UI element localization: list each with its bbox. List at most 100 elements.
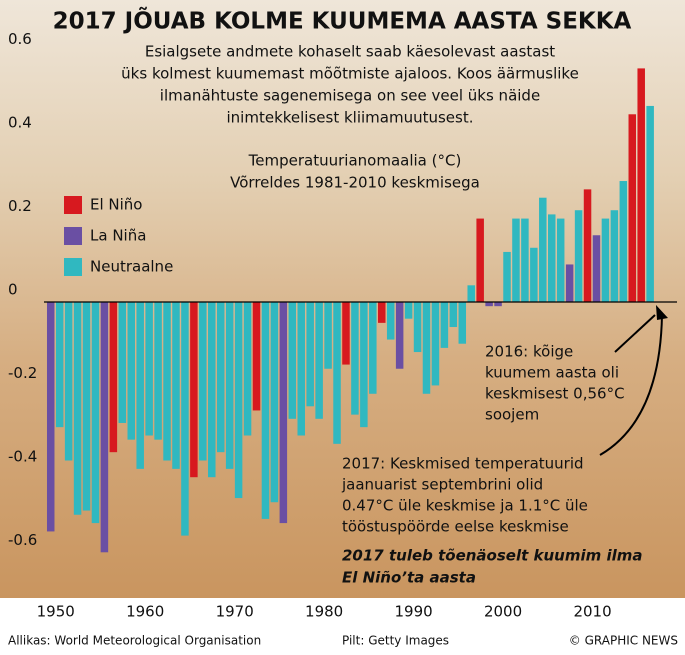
bar — [279, 302, 288, 524]
subtitle-line: Esialgsete andmete kohaselt saab käesole… — [145, 43, 555, 61]
subtitle-line: üks kolmest kuumemast mõõtmiste ajaloos.… — [121, 65, 579, 83]
bar — [225, 302, 234, 469]
x-tick-label: 1980 — [305, 603, 343, 621]
bar — [485, 302, 493, 307]
bar — [583, 189, 592, 302]
bar — [315, 302, 323, 419]
y-tick-label: 0.6 — [8, 30, 32, 48]
y-tick-label: 0.4 — [8, 114, 32, 132]
y-axis-title-line: Võrreldes 1981-2010 keskmisega — [230, 174, 480, 192]
annotation-2017: jaanuarist septembrini olid — [341, 476, 543, 494]
y-axis-title: Temperatuurianomaalia (°C) Võrreldes 1981… — [230, 152, 480, 192]
arrow-2016 — [614, 314, 656, 353]
annotation-note: 2017 tuleb tõenäoselt kuumim ilma — [342, 547, 642, 565]
bar — [386, 302, 395, 340]
bar — [404, 302, 413, 319]
bar — [351, 302, 359, 415]
bar — [637, 68, 645, 303]
bar — [556, 218, 565, 302]
y-tick-label: 0 — [8, 281, 18, 299]
bar — [440, 302, 449, 348]
bar — [521, 218, 529, 302]
subtitle-line: inimtekkelisest kliimamuutusest. — [227, 109, 474, 127]
bar — [261, 302, 270, 519]
bar — [565, 264, 574, 302]
bar — [646, 105, 654, 302]
y-tick-label: 0.2 — [8, 197, 32, 215]
bar — [610, 210, 619, 302]
legend-label: El Niño — [90, 196, 143, 214]
bar — [449, 302, 458, 328]
x-tick-label: 2000 — [484, 603, 522, 621]
bar — [628, 114, 637, 303]
bar — [503, 251, 511, 302]
bar — [73, 302, 82, 515]
bar — [252, 302, 261, 411]
bar — [369, 302, 377, 394]
legend-label: La Niña — [90, 227, 146, 245]
bar — [64, 302, 73, 461]
x-tick-label: 1990 — [395, 603, 433, 621]
bar — [476, 218, 484, 302]
bar — [154, 302, 162, 440]
bar — [136, 302, 144, 469]
bar — [413, 302, 422, 353]
bar — [91, 302, 100, 524]
bar — [100, 302, 109, 553]
annotation-2016: kuumem aasta oli — [485, 364, 619, 382]
y-tick-label: -0.2 — [8, 364, 37, 382]
bar — [619, 181, 628, 302]
annotation-2017: tööstuspöörde eelse keskmise — [342, 518, 569, 536]
annotation-2017: 0.47°C üle keskmise ja 1.1°C üle — [342, 497, 588, 515]
bar — [530, 247, 538, 302]
annotation-2016: soojem — [485, 406, 539, 424]
bar — [118, 302, 127, 423]
bar — [306, 302, 314, 407]
bar — [172, 302, 180, 469]
bar — [270, 302, 279, 503]
bar — [190, 302, 198, 478]
subtitle-line: ilmanähtuste sagenemisega on see veel ük… — [160, 87, 540, 105]
bar — [181, 302, 189, 536]
legend-swatch — [64, 196, 82, 214]
bar — [208, 302, 216, 478]
annotation-2016: keskmisest 0,56°C — [485, 385, 625, 403]
bar — [539, 197, 547, 302]
bar — [467, 285, 475, 302]
legend-swatch — [64, 227, 82, 245]
source: Allikas: World Meteorological Organisati… — [8, 634, 261, 648]
bar — [494, 302, 502, 307]
bar — [574, 210, 583, 302]
subtitle: Esialgsete andmete kohaselt saab käesole… — [121, 43, 579, 127]
bar — [547, 214, 556, 302]
copyright: © GRAPHIC NEWS — [569, 634, 678, 648]
bar — [109, 302, 118, 453]
legend-swatch — [64, 258, 82, 276]
annotation-2017: 2017: Keskmised temperatuurid — [342, 455, 584, 473]
bar — [163, 302, 171, 461]
bar — [243, 302, 252, 436]
bar — [127, 302, 136, 440]
y-tick-label: -0.4 — [8, 447, 37, 465]
footer-band — [0, 598, 685, 655]
bar — [234, 302, 243, 499]
y-axis-title-line: Temperatuurianomaalia (°C) — [248, 152, 462, 170]
annotation-2016: 2016: kõige — [485, 343, 573, 361]
annotation-note: El Niño’ta aasta — [342, 569, 476, 587]
bar — [333, 302, 341, 444]
bar — [199, 302, 207, 461]
bar — [360, 302, 368, 428]
arrow-head — [656, 305, 668, 320]
bar — [431, 302, 440, 386]
bar — [378, 302, 386, 323]
y-tick-label: -0.6 — [8, 531, 37, 549]
bar — [46, 302, 55, 532]
bar — [55, 302, 64, 428]
bar — [324, 302, 332, 369]
bar — [512, 218, 520, 302]
bar — [297, 302, 305, 436]
bar — [422, 302, 431, 394]
x-tick-label: 1970 — [216, 603, 254, 621]
x-tick-label: 1950 — [37, 603, 75, 621]
